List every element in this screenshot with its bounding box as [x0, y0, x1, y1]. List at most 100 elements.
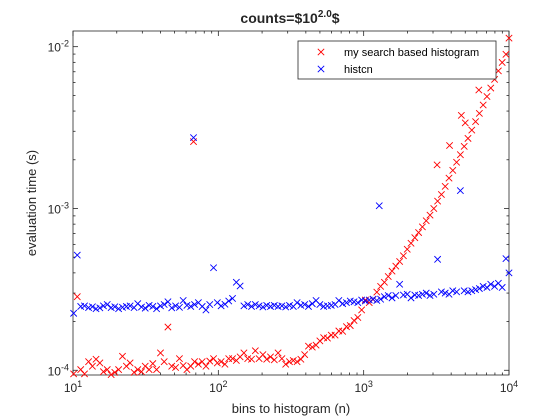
x-axis: 101 102 103 104	[64, 31, 518, 395]
data-point	[346, 322, 354, 330]
data-point	[426, 211, 434, 219]
x-axis-label: bins to histogram (n)	[232, 401, 351, 416]
data-point	[103, 300, 111, 309]
data-point	[373, 288, 381, 296]
data-point	[464, 288, 472, 296]
data-point	[282, 360, 290, 368]
legend-box	[297, 40, 497, 80]
data-point	[259, 351, 267, 359]
x-tick-label: 101	[64, 379, 82, 395]
data-point	[437, 190, 445, 199]
data-point	[293, 358, 301, 366]
data-point	[430, 290, 438, 298]
data-point	[225, 297, 233, 305]
data-point	[445, 174, 453, 182]
data-point	[323, 334, 331, 342]
data-point	[354, 299, 362, 307]
data-point	[85, 358, 93, 366]
data-point	[191, 358, 199, 366]
data-point	[388, 294, 396, 302]
x-tick-label: 104	[500, 379, 518, 395]
data-point	[126, 302, 134, 310]
y-tick-label: 10-3	[48, 200, 69, 216]
data-point	[175, 303, 183, 311]
chart-title-exponent: 2.0	[318, 9, 332, 20]
chart-title: counts=$102.0$	[240, 9, 339, 26]
data-point	[460, 287, 468, 295]
data-point	[248, 355, 256, 363]
y-tick-base: 10	[48, 364, 62, 378]
series-1	[70, 34, 513, 379]
data-point	[396, 280, 404, 288]
data-point	[103, 366, 111, 374]
data-point	[430, 204, 438, 212]
data-point	[206, 300, 214, 309]
data-point	[483, 93, 491, 101]
data-point	[187, 302, 195, 310]
data-point	[373, 296, 381, 305]
data-point	[80, 370, 89, 378]
data-point	[73, 293, 81, 301]
data-point	[472, 118, 480, 126]
data-point	[407, 294, 415, 302]
data-point	[240, 302, 248, 310]
data-point	[153, 305, 161, 313]
data-point	[437, 288, 445, 296]
y-tick-exponent: -2	[61, 39, 69, 49]
data-series	[70, 34, 513, 379]
x-tick-base: 10	[500, 381, 514, 395]
data-point	[441, 289, 449, 297]
data-point	[304, 302, 312, 310]
data-point	[342, 299, 350, 307]
legend: my search based histogram histcn	[297, 40, 497, 80]
chart-title-suffix: $	[332, 10, 340, 26]
data-point	[99, 302, 107, 310]
data-point	[137, 368, 146, 376]
data-point	[99, 368, 107, 376]
data-point	[415, 229, 423, 237]
data-point	[164, 323, 172, 331]
data-point	[297, 355, 305, 363]
data-point	[236, 282, 244, 290]
data-point	[213, 359, 221, 367]
data-point	[464, 134, 472, 142]
y-tick-base: 10	[48, 202, 62, 216]
data-point	[505, 34, 513, 42]
data-point	[456, 151, 464, 159]
data-point	[456, 187, 464, 195]
data-point	[350, 317, 358, 325]
data-point	[285, 358, 293, 366]
chart-title-base: counts=$10	[240, 10, 318, 26]
y-tick-exponent: -4	[61, 362, 69, 372]
data-point	[502, 50, 510, 58]
data-point	[498, 58, 506, 66]
data-point	[187, 362, 195, 370]
data-point	[411, 234, 419, 242]
data-point	[388, 267, 396, 275]
data-point	[88, 362, 96, 370]
data-point	[251, 300, 259, 309]
data-point	[358, 306, 366, 314]
data-point	[384, 272, 392, 280]
data-point	[278, 302, 286, 310]
data-point	[217, 302, 225, 310]
data-point	[266, 302, 275, 310]
data-point	[449, 166, 457, 174]
data-point	[505, 269, 513, 277]
data-point	[418, 223, 426, 231]
y-axis-label: evaluation time (s)	[24, 150, 39, 256]
data-point	[70, 370, 78, 378]
data-point	[172, 302, 180, 310]
x-tick-label: 102	[209, 379, 227, 395]
data-point	[487, 280, 495, 288]
legend-marker	[317, 65, 325, 73]
data-point	[392, 262, 400, 270]
data-point	[130, 368, 138, 376]
data-point	[263, 301, 271, 309]
data-point	[194, 360, 202, 368]
data-point	[266, 353, 275, 361]
x-tick-base: 10	[64, 381, 78, 395]
data-point	[461, 119, 469, 127]
data-point	[156, 349, 165, 357]
y-tick-label: 10-2	[48, 39, 69, 55]
